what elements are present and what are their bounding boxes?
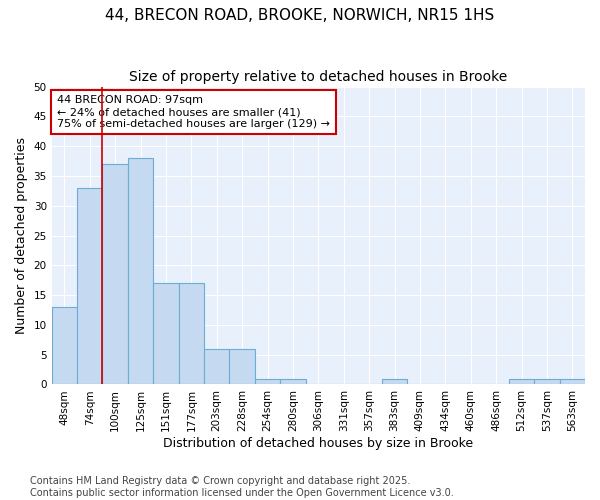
Bar xyxy=(509,378,534,384)
Bar xyxy=(103,164,128,384)
X-axis label: Distribution of detached houses by size in Brooke: Distribution of detached houses by size … xyxy=(163,437,473,450)
Bar xyxy=(229,348,255,384)
Bar xyxy=(204,348,229,384)
Text: 44 BRECON ROAD: 97sqm
← 24% of detached houses are smaller (41)
75% of semi-deta: 44 BRECON ROAD: 97sqm ← 24% of detached … xyxy=(57,96,330,128)
Bar xyxy=(153,283,179,384)
Bar xyxy=(179,283,204,384)
Bar xyxy=(280,378,305,384)
Y-axis label: Number of detached properties: Number of detached properties xyxy=(15,137,28,334)
Bar xyxy=(382,378,407,384)
Bar xyxy=(77,188,103,384)
Bar xyxy=(534,378,560,384)
Bar xyxy=(255,378,280,384)
Bar xyxy=(128,158,153,384)
Text: Contains HM Land Registry data © Crown copyright and database right 2025.
Contai: Contains HM Land Registry data © Crown c… xyxy=(30,476,454,498)
Title: Size of property relative to detached houses in Brooke: Size of property relative to detached ho… xyxy=(129,70,508,84)
Bar xyxy=(52,307,77,384)
Bar xyxy=(560,378,585,384)
Text: 44, BRECON ROAD, BROOKE, NORWICH, NR15 1HS: 44, BRECON ROAD, BROOKE, NORWICH, NR15 1… xyxy=(106,8,494,22)
